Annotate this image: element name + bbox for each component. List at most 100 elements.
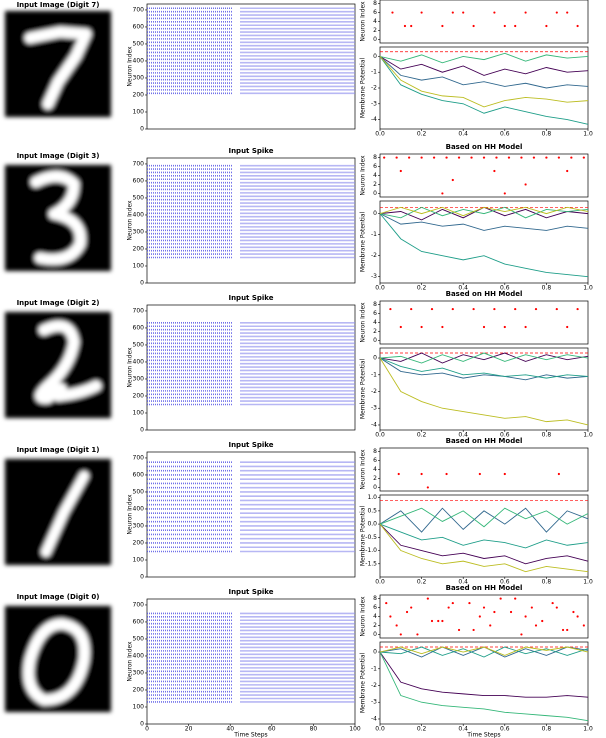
x-tick-label: 0.2 (417, 726, 427, 733)
y-axis-label: Membrane Potential (360, 652, 367, 713)
y-axis-label: Neuron Index (127, 46, 134, 87)
output-spike (524, 11, 527, 14)
y-tick-label: 0 (373, 36, 377, 43)
y-tick-label: 6 (373, 9, 377, 16)
output-spike (566, 325, 569, 329)
output-spike (397, 472, 400, 476)
output-spike (493, 307, 496, 311)
output-spike (555, 606, 558, 609)
membrane-line (379, 206, 589, 217)
membrane-line (379, 523, 589, 565)
output-spike (441, 619, 444, 623)
x-tick-label: 1.0 (583, 726, 593, 733)
membrane-line (379, 357, 589, 379)
y-tick-label: -2 (371, 85, 377, 92)
x-tick-label: 0.4 (458, 579, 468, 586)
output-spike (426, 486, 429, 489)
membrane-line (379, 213, 589, 231)
output-spike (493, 169, 496, 173)
y-tick-label: 0 (373, 355, 377, 362)
output-spike (445, 156, 448, 159)
y-axis-label: Neuron Index (360, 1, 367, 42)
output-spike (389, 615, 392, 618)
x-tick-label: 0.6 (500, 131, 510, 138)
membrane-line (379, 56, 589, 125)
output-spike (403, 24, 407, 28)
y-axis-label: Membrane Potential (360, 505, 367, 566)
output-spike (395, 624, 398, 627)
y-tick-label: 700 (133, 454, 145, 461)
output-spike (457, 156, 461, 159)
y-tick-label: -1.0 (365, 547, 377, 554)
y-tick-label: 200 (133, 392, 145, 399)
output-spike (576, 615, 579, 618)
x-tick-label: 1.0 (583, 579, 593, 586)
output-spike (410, 24, 413, 28)
output-spike (514, 597, 517, 600)
y-tick-label: 0 (140, 280, 144, 287)
output-spike (408, 156, 411, 159)
output-spike (451, 11, 454, 14)
output-spike (426, 597, 429, 600)
y-tick-label: 0 (373, 631, 377, 638)
x-tick-label: 0.4 (458, 285, 468, 292)
output-spike (405, 610, 409, 614)
membrane-line (379, 56, 589, 76)
output-spike (445, 472, 448, 476)
output-spike (555, 307, 558, 311)
x-tick-label: 100 (349, 726, 361, 733)
y-tick-label: 700 (133, 307, 145, 314)
output-spike (566, 11, 569, 14)
y-tick-label: 300 (133, 74, 145, 81)
y-tick-label: -1 (371, 69, 377, 76)
output-spike (447, 606, 450, 609)
x-tick-label: 1.0 (583, 432, 593, 439)
y-tick-label: 8 (373, 0, 377, 7)
stroke (23, 618, 91, 706)
output-spike (410, 307, 413, 311)
output-spike (524, 325, 527, 329)
x-tick-label: 80 (310, 726, 318, 733)
output-spike (566, 169, 569, 173)
output-spike (399, 169, 402, 173)
y-tick-label: 400 (133, 358, 145, 365)
y-tick-label: 100 (133, 703, 145, 710)
y-tick-label: 700 (133, 601, 145, 608)
output-spike (420, 11, 423, 14)
output-spike (493, 11, 496, 14)
output-spike (478, 615, 481, 618)
y-tick-label: 4 (373, 319, 377, 326)
x-tick-label: 0.6 (500, 285, 510, 292)
y-tick-label: 600 (133, 177, 145, 184)
output-spike (557, 156, 560, 159)
output-spike (495, 156, 498, 159)
membrane-line (379, 507, 589, 528)
output-spike (582, 624, 585, 627)
plot-frame (379, 347, 589, 431)
output-spike (570, 156, 573, 159)
output-spike (555, 11, 558, 14)
output-spike (432, 156, 436, 159)
y-tick-label: 0.5 (367, 507, 377, 514)
x-tick-label: 0.0 (375, 726, 385, 733)
y-tick-label: 8 (373, 595, 377, 602)
y-tick-label: 1.0 (367, 494, 377, 501)
y-tick-label: -4 (371, 116, 377, 123)
y-tick-label: -4 (371, 421, 377, 428)
y-tick-label: 4 (373, 466, 377, 473)
y-tick-label: 500 (133, 635, 145, 642)
y-axis-label: Neuron Index (127, 347, 134, 388)
output-spike (383, 156, 386, 159)
y-tick-label: 100 (133, 108, 145, 115)
output-spike (532, 156, 536, 159)
output-spike (441, 192, 444, 195)
x-tick-label: 0.6 (500, 432, 510, 439)
y-tick-label: 400 (133, 652, 145, 659)
stroke (35, 320, 102, 404)
y-tick-label: 700 (133, 6, 145, 13)
output-spike (385, 601, 388, 605)
y-tick-label: 300 (133, 375, 145, 382)
y-tick-label: 300 (133, 228, 145, 235)
output-spike (551, 601, 554, 605)
output-spike (430, 619, 434, 623)
